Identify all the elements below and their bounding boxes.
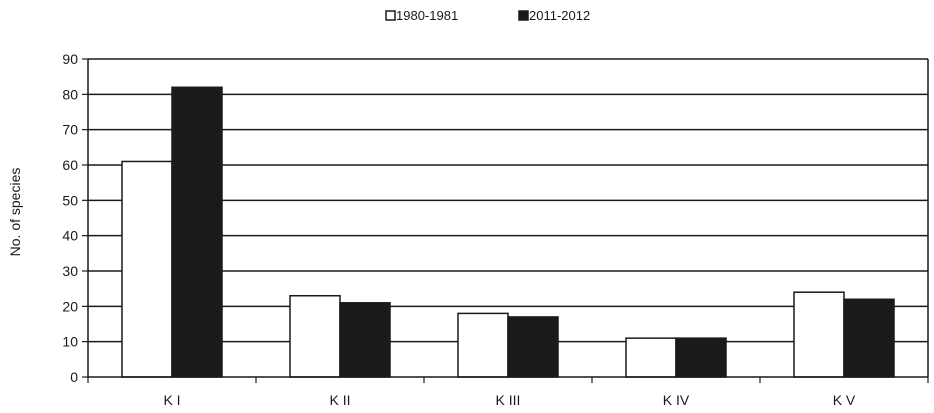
y-tick-label: 20 [62, 298, 78, 314]
y-axis-label: No. of species [7, 168, 23, 257]
bars [121, 86, 895, 378]
legend: 1980-1981 2011-2012 [385, 8, 590, 23]
bar-2011-2012-KV [843, 298, 895, 378]
y-tick-label: 70 [62, 122, 78, 138]
y-axis-ticks: 0 10 20 30 40 50 60 70 80 90 [62, 51, 88, 385]
x-tick-label: K III [496, 392, 521, 408]
y-tick-label: 0 [70, 369, 78, 385]
bar-1980-1981-KI [121, 160, 173, 378]
bar-2011-2012-KIII [507, 316, 559, 378]
x-tick-label: K V [833, 392, 856, 408]
bar-1980-1981-KV [793, 291, 845, 378]
y-tick-label: 60 [62, 157, 78, 173]
bar-2011-2012-KII [339, 302, 391, 378]
bar-2011-2012-KIV [675, 337, 727, 378]
y-tick-label: 50 [62, 192, 78, 208]
legend-label-1980-1981: 1980-1981 [396, 8, 458, 23]
x-axis-ticks: K I K II K III K IV K V [87, 377, 929, 408]
x-tick-label: K IV [663, 392, 690, 408]
bar-1980-1981-KII [289, 294, 341, 378]
y-tick-label: 10 [62, 334, 78, 350]
legend-swatch-1980-1981 [385, 10, 396, 21]
gridlines [88, 58, 928, 343]
legend-swatch-2011-2012 [518, 10, 529, 21]
bar-1980-1981-KIV [625, 337, 677, 378]
y-tick-label: 90 [62, 51, 78, 67]
y-tick-label: 80 [62, 86, 78, 102]
bar-2011-2012-KI [171, 86, 223, 378]
legend-label-2011-2012: 2011-2012 [529, 8, 590, 23]
y-tick-label: 40 [62, 228, 78, 244]
bar-1980-1981-KIII [457, 312, 509, 378]
axes [87, 59, 929, 378]
x-tick-label: K I [163, 392, 180, 408]
y-tick-label: 30 [62, 263, 78, 279]
x-tick-label: K II [329, 392, 350, 408]
